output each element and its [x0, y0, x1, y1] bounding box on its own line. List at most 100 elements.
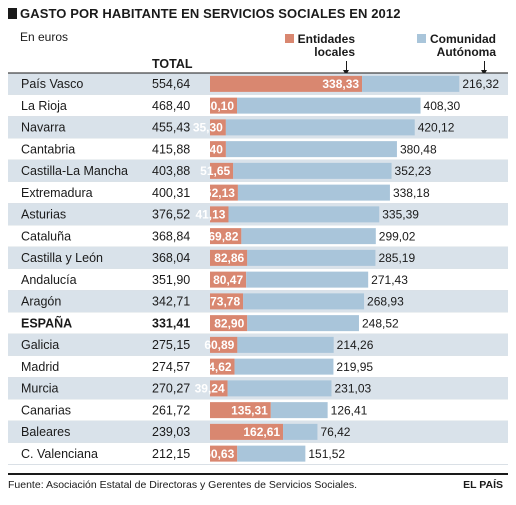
autonoma-value-label: 408,30 [424, 99, 461, 113]
local-value-label: 51,65 [200, 164, 230, 178]
legend-entidades-locales: Entidades locales [284, 32, 355, 59]
bar-entidades-locales [210, 336, 238, 353]
chart-title-text: GASTO POR HABITANTE EN SERVICIOS SOCIALE… [20, 6, 401, 21]
local-value-label: 54,62 [202, 360, 232, 374]
total-column-header: TOTAL [152, 57, 193, 71]
total-value-label: 368,84 [152, 229, 190, 243]
category-label: Cataluña [21, 229, 71, 243]
bar-entidades-locales [210, 271, 247, 288]
local-value-label: 60,89 [204, 338, 234, 352]
total-value-label: 368,04 [152, 251, 190, 265]
bar-comunidad-autonoma [237, 336, 334, 353]
bar-comunidad-autonoma [247, 249, 376, 266]
autonoma-value-label: 214,26 [337, 338, 374, 352]
bar-comunidad-autonoma [241, 228, 376, 245]
total-value-label: 403,88 [152, 164, 190, 178]
legend-label-local-line1: Entidades [297, 32, 355, 46]
autonoma-value-label: 420,12 [418, 121, 455, 135]
bar-comunidad-autonoma [234, 358, 334, 375]
total-value-label: 455,43 [152, 121, 190, 135]
local-value-label: 35,40 [193, 142, 223, 156]
stacked-bar-chart: País Vasco 554,64 338,33 216,32 La Rioja 468,… [8, 72, 508, 465]
autonoma-value-label: 380,48 [400, 142, 437, 156]
bar-comunidad-autonoma [237, 445, 306, 462]
category-label: Madrid [21, 360, 59, 374]
footer-rule [8, 473, 508, 475]
category-label: ESPAÑA [21, 315, 72, 330]
bar-entidades-locales [210, 445, 238, 462]
local-value-label: 39,24 [195, 382, 225, 396]
autonoma-value-label: 352,23 [395, 164, 432, 178]
publisher-brand: EL PAÍS [463, 479, 503, 491]
autonoma-value-label: 299,02 [379, 229, 416, 243]
total-value-label: 415,88 [152, 142, 190, 156]
category-label: Galicia [21, 338, 59, 352]
autonoma-value-label: 126,41 [331, 403, 368, 417]
local-value-label: 60,10 [204, 99, 234, 113]
local-value-label: 135,31 [231, 403, 268, 417]
bar-comunidad-autonoma [247, 315, 359, 332]
total-value-label: 261,72 [152, 403, 190, 417]
bar-comunidad-autonoma [228, 206, 380, 223]
total-value-label: 376,52 [152, 208, 190, 222]
chart-title: GASTO POR HABITANTE EN SERVICIOS SOCIALE… [8, 6, 401, 21]
total-value-label: 554,64 [152, 77, 190, 91]
category-label: Extremadura [21, 186, 93, 200]
category-label: Aragón [21, 295, 61, 309]
total-value-label: 331,41 [152, 316, 190, 330]
category-label: País Vasco [21, 77, 83, 91]
bar-entidades-locales [210, 358, 235, 375]
total-value-label: 468,40 [152, 99, 190, 113]
local-value-label: 35,30 [193, 121, 223, 135]
bar-entidades-locales [210, 97, 238, 114]
bar-entidades-locales [210, 293, 244, 310]
title-marker [8, 8, 17, 19]
unit-label: En euros [20, 30, 69, 44]
bar-entidades-locales [210, 423, 284, 440]
bar-comunidad-autonoma [233, 162, 392, 179]
category-label: Baleares [21, 425, 70, 439]
bar-comunidad-autonoma [227, 380, 332, 397]
category-label: Navarra [21, 121, 66, 135]
category-label: Asturias [21, 208, 66, 222]
autonoma-value-label: 151,52 [308, 447, 345, 461]
local-value-label: 82,86 [214, 251, 244, 265]
bar-comunidad-autonoma [243, 293, 365, 310]
local-value-label: 82,90 [214, 316, 244, 330]
autonoma-value-label: 271,43 [371, 273, 408, 287]
bar-entidades-locales [210, 402, 271, 419]
autonoma-value-label: 335,39 [382, 208, 419, 222]
bar-comunidad-autonoma [283, 423, 318, 440]
autonoma-value-label: 338,18 [393, 186, 430, 200]
legend-swatch-autonoma [417, 34, 426, 43]
autonoma-value-label: 219,95 [336, 360, 373, 374]
bar-entidades-locales [210, 162, 234, 179]
bar-comunidad-autonoma [225, 119, 415, 136]
autonoma-value-label: 231,03 [334, 382, 371, 396]
total-value-label: 342,71 [152, 295, 190, 309]
legend-label-auto-line1: Comunidad [430, 32, 496, 46]
legend-label-local-line2: locales [314, 45, 355, 59]
local-value-label: 41,13 [195, 208, 225, 222]
legend-swatch-local [284, 34, 294, 43]
bar-comunidad-autonoma [225, 141, 397, 158]
bar-entidades-locales [210, 75, 363, 92]
legend-label-auto-line2: Autónoma [436, 45, 496, 59]
bar-comunidad-autonoma [237, 184, 390, 201]
category-label: Cantabria [21, 142, 75, 156]
bar-entidades-locales [210, 380, 228, 397]
total-value-label: 212,15 [152, 447, 190, 461]
autonoma-value-label: 76,42 [320, 425, 350, 439]
bar-entidades-locales [210, 141, 226, 158]
autonoma-value-label: 248,52 [362, 316, 399, 330]
bar-comunidad-autonoma [270, 402, 328, 419]
local-value-label: 69,82 [208, 229, 238, 243]
legend-comunidad-autonoma: Comunidad Autónoma [417, 33, 496, 59]
category-label: La Rioja [21, 99, 67, 113]
total-value-label: 270,27 [152, 382, 190, 396]
bar-comunidad-autonoma [362, 75, 460, 92]
category-label: Castilla-La Mancha [21, 164, 128, 178]
bar-entidades-locales [210, 228, 242, 245]
category-label: Castilla y León [21, 251, 103, 265]
bar-entidades-locales [210, 315, 248, 332]
